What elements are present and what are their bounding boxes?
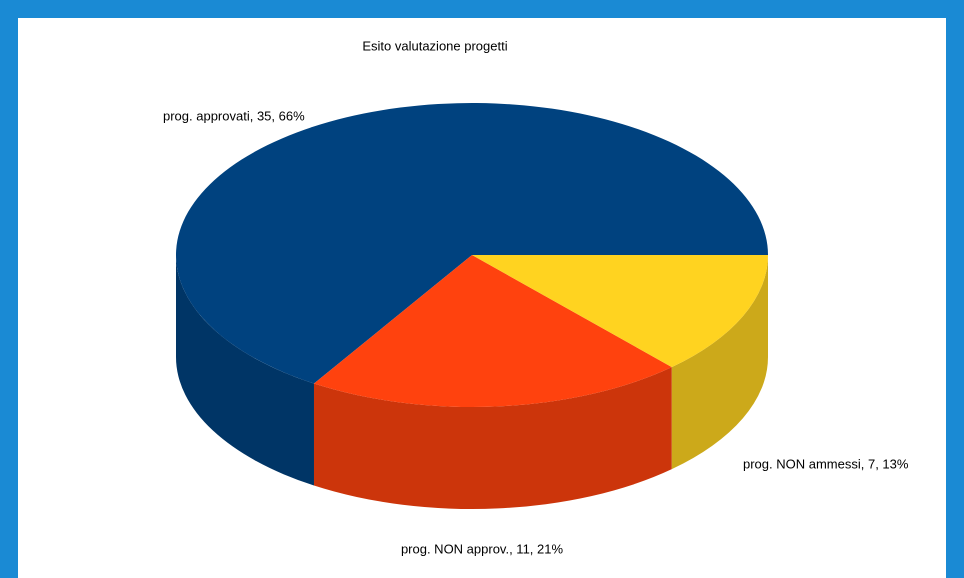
chart-title: Esito valutazione progetti [362,38,507,53]
slice [472,255,768,368]
data-label: prog. approvati, 35, 66% [163,108,305,123]
data-label: prog. NON ammessi, 7, 13% [743,456,909,471]
slice-side [313,367,672,509]
slice-side [671,255,769,470]
slice-side [176,255,314,486]
slice [313,255,672,407]
data-label: prog. NON approv., 11, 21% [401,541,564,556]
slice [176,102,769,384]
